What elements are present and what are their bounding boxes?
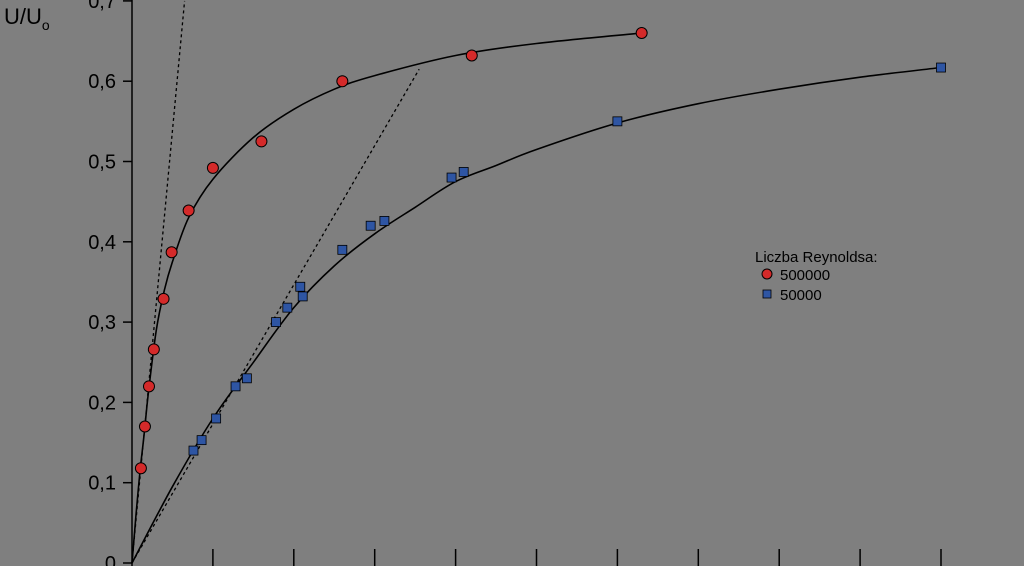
y-tick-label: 0,2 xyxy=(88,392,116,414)
tangent-line-500000 xyxy=(131,0,186,564)
point-50000 xyxy=(282,302,293,313)
point-500000 xyxy=(147,343,160,356)
point-50000 xyxy=(446,172,457,183)
point-500000 xyxy=(182,204,195,217)
point-50000 xyxy=(379,216,390,226)
legend: Liczba Reynoldsa: 500000 50000 xyxy=(755,249,878,304)
legend-title: Liczba Reynoldsa: xyxy=(755,249,878,266)
tangent-line-50000 xyxy=(131,68,420,564)
point-500000 xyxy=(134,462,147,475)
y-tick-label: 0,3 xyxy=(88,312,116,334)
y-tick-label: 0,1 xyxy=(88,473,116,495)
point-500000 xyxy=(255,135,268,148)
point-50000 xyxy=(271,317,281,328)
point-50000 xyxy=(365,220,376,231)
point-500000 xyxy=(206,161,219,174)
point-500000 xyxy=(336,75,349,88)
point-500000 xyxy=(138,420,151,433)
point-500000 xyxy=(157,292,170,305)
point-50000 xyxy=(337,244,348,255)
point-500000 xyxy=(165,246,178,259)
fit-curve-500000 xyxy=(131,32,642,564)
point-50000 xyxy=(458,167,469,177)
legend-label-50000: 50000 xyxy=(780,287,822,304)
point-50000 xyxy=(612,116,623,127)
point-50000 xyxy=(188,445,199,456)
legend-marker-50000 xyxy=(762,289,772,299)
y-tick-label: 0,7 xyxy=(88,0,116,13)
y-tick-label: 0,6 xyxy=(88,71,116,93)
y-tick-label: 0 xyxy=(105,553,116,566)
data-points xyxy=(134,27,946,475)
y-tick-label: 0,4 xyxy=(88,232,116,254)
point-500000 xyxy=(635,27,648,40)
y-tick-label: 0,5 xyxy=(88,152,116,174)
point-50000 xyxy=(297,291,308,302)
y-axis-label: U/Uo xyxy=(4,4,50,33)
point-50000 xyxy=(230,381,241,392)
point-500000 xyxy=(465,49,478,62)
point-500000 xyxy=(142,380,155,393)
axes: 0 0,1 0,2 0,3 0,4 0,5 0,6 0,7 xyxy=(88,0,942,566)
legend-label-500000: 500000 xyxy=(780,267,830,284)
legend-marker-500000 xyxy=(761,268,773,280)
point-50000 xyxy=(295,281,306,292)
fit-curve-50000 xyxy=(131,66,942,564)
point-50000 xyxy=(211,413,222,424)
point-50000 xyxy=(241,373,252,384)
point-50000 xyxy=(936,62,946,73)
point-50000 xyxy=(196,435,207,446)
